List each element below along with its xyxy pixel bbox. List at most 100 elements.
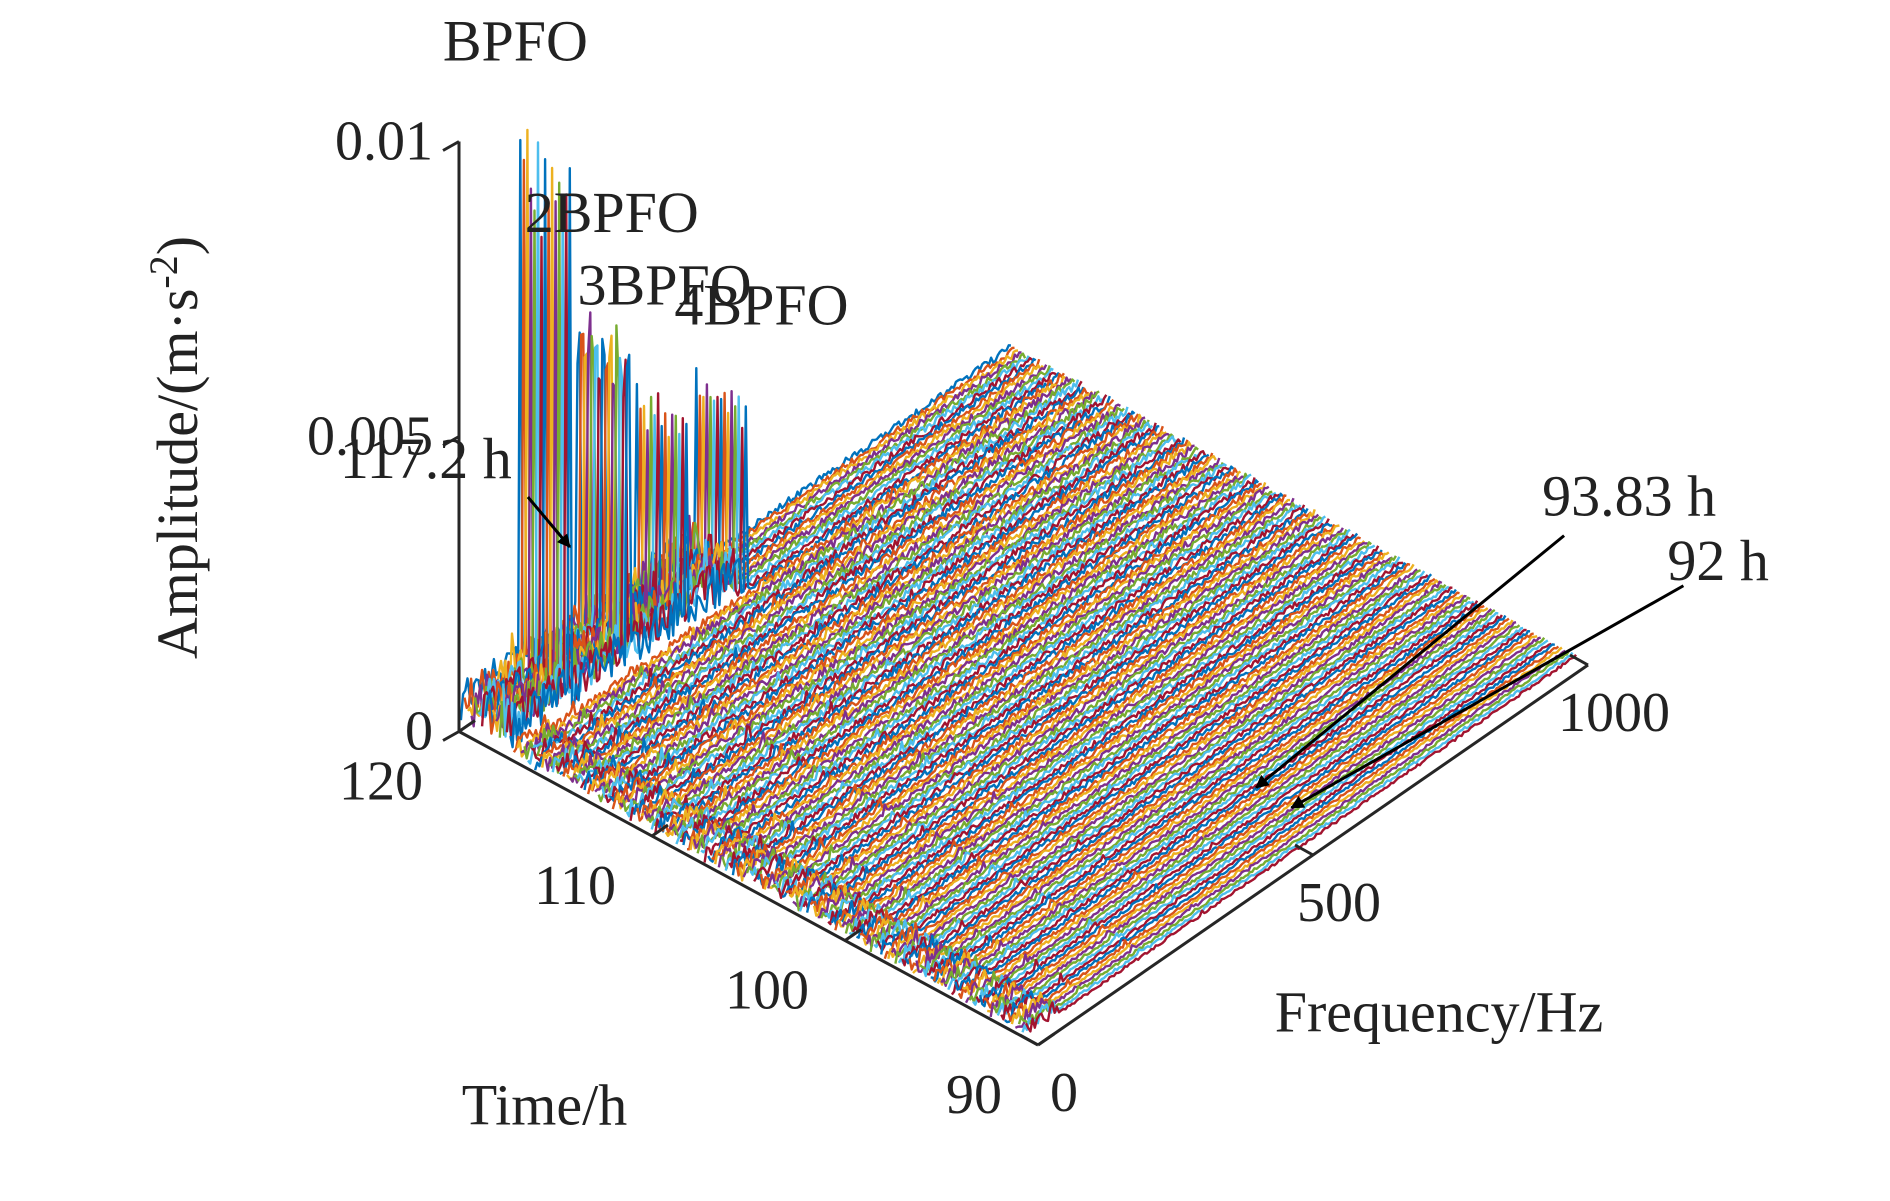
spectrum-series-line bbox=[788, 524, 1340, 898]
spectrum-series-line bbox=[728, 493, 1280, 869]
spectrum-series-line bbox=[604, 422, 1157, 804]
z-axis-label-close: ) bbox=[145, 236, 210, 255]
spectrum-series-line bbox=[996, 639, 1549, 1016]
annotation-92h: 92 h bbox=[1667, 528, 1769, 593]
z-tick-mark bbox=[442, 730, 460, 742]
arrow-117-2h bbox=[526, 496, 572, 549]
frequency-tick-mark bbox=[1569, 653, 1589, 667]
spectrum-series-line bbox=[989, 636, 1542, 1018]
z-tick-label: 0.005 bbox=[307, 406, 433, 468]
spectrum-series-line bbox=[848, 556, 1401, 936]
spectrum-series-line bbox=[922, 600, 1475, 978]
spectrum-series-line bbox=[964, 621, 1517, 1004]
annotation-93-83h: 93.83 h bbox=[1542, 464, 1716, 529]
spectrum-series-line bbox=[731, 492, 1284, 876]
annotation-117-2h: 117.2 h bbox=[340, 426, 512, 491]
spectrum-series-line bbox=[650, 451, 1202, 830]
spectrum-series-line bbox=[586, 413, 1140, 795]
z-tick-mark bbox=[442, 140, 460, 152]
spectrum-series-line bbox=[834, 551, 1386, 931]
time-tick-label: 100 bbox=[725, 960, 809, 1022]
frequency-tick-label: 0 bbox=[1050, 1062, 1078, 1124]
time-tick-label: 120 bbox=[339, 751, 423, 813]
spectrum-series-line bbox=[954, 614, 1507, 991]
spectrum-series-line bbox=[565, 405, 1118, 781]
spectrum-series-line bbox=[950, 614, 1503, 996]
spectrum-series-line bbox=[654, 450, 1207, 835]
spectrum-series-line bbox=[841, 556, 1393, 928]
spectrum-series-line bbox=[987, 635, 1538, 1014]
time-tick-mark bbox=[651, 823, 669, 838]
spectrum-series-line bbox=[869, 569, 1422, 953]
spectrum-series-line bbox=[738, 498, 1290, 882]
spectrum-series-line bbox=[968, 624, 1521, 1003]
spectrum-series-line bbox=[919, 596, 1471, 974]
z-tick-label: 0 bbox=[405, 701, 433, 763]
spectrum-series-line bbox=[742, 497, 1295, 878]
spectrum-series-line bbox=[1003, 643, 1556, 1024]
spectrum-series-line bbox=[640, 441, 1193, 822]
spectrum-series-line bbox=[933, 604, 1485, 982]
spectrum-series-line bbox=[549, 390, 1100, 774]
spectrum-series-line bbox=[756, 507, 1309, 886]
spectrum-series-line bbox=[583, 410, 1136, 791]
y-axis-label: Time/h bbox=[462, 1072, 627, 1137]
axis-label-group: Frequency/Hz Time/h Amplitude/(m·s-2) bbox=[141, 236, 1603, 1137]
spectrum-series-line bbox=[792, 527, 1344, 908]
annotation-4bpfo: 4BPFO bbox=[674, 272, 848, 337]
frequency-tick-label: 500 bbox=[1297, 872, 1381, 934]
spectrum-series-line bbox=[1000, 642, 1552, 1021]
time-tick-mark bbox=[458, 719, 476, 733]
spectrum-series-line bbox=[930, 603, 1482, 983]
z-axis-label-exponent: -2 bbox=[141, 255, 186, 288]
spectrum-series-line bbox=[972, 626, 1524, 1006]
spectrum-series-line bbox=[1010, 646, 1563, 1025]
spectrum-series-line bbox=[785, 524, 1337, 897]
arrow-93-83h bbox=[1255, 534, 1566, 789]
spectrum-series-line bbox=[594, 416, 1146, 794]
spectrum-series-line bbox=[771, 516, 1323, 892]
time-tick-label: 90 bbox=[946, 1064, 1002, 1126]
spectra-series-group bbox=[459, 128, 1577, 1033]
spectrum-series-line bbox=[717, 485, 1270, 868]
spectrum-series-line bbox=[636, 439, 1189, 822]
annotation-bpfo: BPFO bbox=[443, 9, 588, 74]
spectrum-series-line bbox=[781, 522, 1333, 899]
time-axis-line bbox=[458, 730, 1039, 1047]
spectrum-series-line bbox=[944, 608, 1496, 985]
spectrum-series-line bbox=[632, 437, 1186, 815]
spectrum-series-line bbox=[505, 193, 1058, 741]
spectrum-series-line bbox=[901, 586, 1453, 967]
spectrum-series-line bbox=[856, 562, 1408, 939]
spectrum-series-line bbox=[714, 481, 1267, 865]
spectrum-series-line bbox=[947, 611, 1499, 991]
spectrum-series-line bbox=[1014, 649, 1566, 1029]
spectrum-series-line bbox=[1021, 651, 1574, 1033]
z-axis-label-base: Amplitude/(m·s bbox=[145, 289, 210, 660]
spectrum-series-line bbox=[647, 446, 1199, 826]
spectrum-series-line bbox=[851, 561, 1404, 934]
spectrum-series-line bbox=[579, 412, 1132, 789]
z-axis-label: Amplitude/(m·s-2) bbox=[141, 236, 210, 659]
spectrum-series-line bbox=[837, 551, 1390, 928]
time-tick-mark bbox=[1037, 1032, 1055, 1047]
spectrum-series-line bbox=[883, 577, 1436, 960]
spectrum-series-line bbox=[692, 475, 1245, 849]
z-tick-label: 0.01 bbox=[335, 111, 433, 173]
spectrum-series-line bbox=[777, 518, 1330, 899]
spectrum-series-line bbox=[897, 585, 1450, 965]
spectrum-series-line bbox=[625, 435, 1178, 818]
spectrum-series-line bbox=[827, 545, 1380, 926]
spectrum-series-line bbox=[915, 594, 1467, 973]
spectrum-series-line bbox=[873, 570, 1426, 949]
annotation-group: BPFO 2BPFO 3BPFO 4BPFO 117.2 h 93.83 h 9… bbox=[340, 9, 1769, 810]
spectrum-series-line bbox=[957, 617, 1510, 999]
z-tick-mark bbox=[442, 435, 460, 447]
spectrum-series-line bbox=[894, 583, 1447, 964]
spectrum-series-line bbox=[887, 579, 1440, 960]
spectrum-series-line bbox=[533, 386, 1087, 771]
spectrum-series-line bbox=[763, 509, 1316, 890]
spectrum-series-line bbox=[876, 574, 1429, 952]
